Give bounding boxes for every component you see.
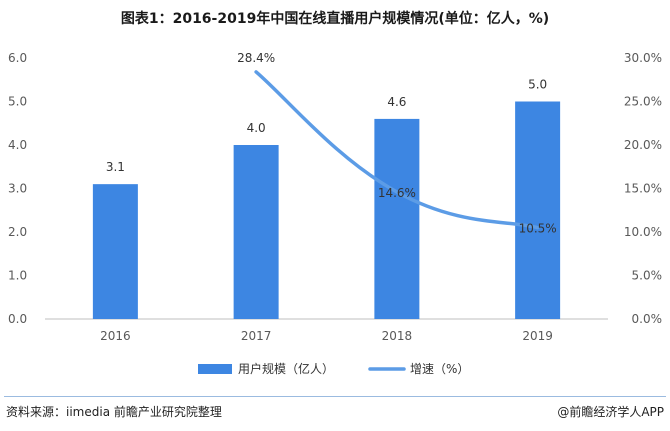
- bar-value-label: 5.0: [528, 78, 547, 92]
- bar: [92, 184, 138, 319]
- x-tick-label: 2017: [241, 329, 272, 343]
- x-tick-label: 2019: [522, 329, 553, 343]
- line-value-label: 14.6%: [378, 186, 416, 200]
- right-tick-label: 20.0%: [624, 138, 662, 152]
- bar-value-label: 3.1: [106, 160, 125, 174]
- growth-line: [254, 70, 540, 230]
- bar-data-labels: 3.1 4.0 4.6 5.0: [106, 78, 547, 175]
- left-axis-ticks: 0.0 1.0 2.0 3.0 4.0 5.0 6.0: [8, 51, 27, 326]
- legend: 用户规模（亿人） 增速（%）: [198, 361, 469, 376]
- right-axis-ticks: 0.0% 5.0% 10.0% 15.0% 20.0% 25.0% 30.0%: [624, 51, 662, 326]
- left-tick-label: 2.0: [8, 225, 27, 239]
- x-tick-label: 2016: [100, 329, 131, 343]
- left-tick-label: 1.0: [8, 269, 27, 283]
- legend-bar-label: 用户规模（亿人）: [238, 361, 334, 376]
- left-tick-label: 6.0: [8, 51, 27, 65]
- right-tick-label: 25.0%: [624, 95, 662, 109]
- chart-title: 图表1：2016-2019年中国在线直播用户规模情况(单位：亿人，%): [120, 11, 550, 27]
- legend-bar-swatch: [198, 364, 232, 374]
- bar: [233, 145, 279, 319]
- source-note: 资料来源：iimedia 前瞻产业研究院整理: [6, 405, 222, 419]
- x-tick-label: 2018: [382, 329, 413, 343]
- right-tick-label: 15.0%: [624, 182, 662, 196]
- line-data-labels: 28.4% 14.6% 10.5%: [237, 51, 557, 236]
- line-value-label: 28.4%: [237, 51, 275, 65]
- footer-divider: [4, 396, 666, 397]
- left-tick-label: 5.0: [8, 95, 27, 109]
- right-tick-label: 5.0%: [632, 269, 663, 283]
- bar: [374, 118, 420, 320]
- brand-credit: @前瞻经济学人APP: [557, 405, 664, 419]
- left-tick-label: 0.0: [8, 312, 27, 326]
- left-tick-label: 4.0: [8, 138, 27, 152]
- bar-value-label: 4.0: [247, 121, 266, 135]
- bar-value-label: 4.6: [387, 95, 406, 109]
- legend-line-label: 增速（%）: [410, 362, 469, 376]
- line-value-label: 10.5%: [519, 222, 557, 236]
- right-tick-label: 30.0%: [624, 51, 662, 65]
- bar: [515, 101, 561, 319]
- right-tick-label: 0.0%: [632, 312, 663, 326]
- x-axis-ticks: 2016 2017 2018 2019: [100, 329, 553, 343]
- left-tick-label: 3.0: [8, 182, 27, 196]
- right-tick-label: 10.0%: [624, 225, 662, 239]
- bars: [92, 101, 561, 320]
